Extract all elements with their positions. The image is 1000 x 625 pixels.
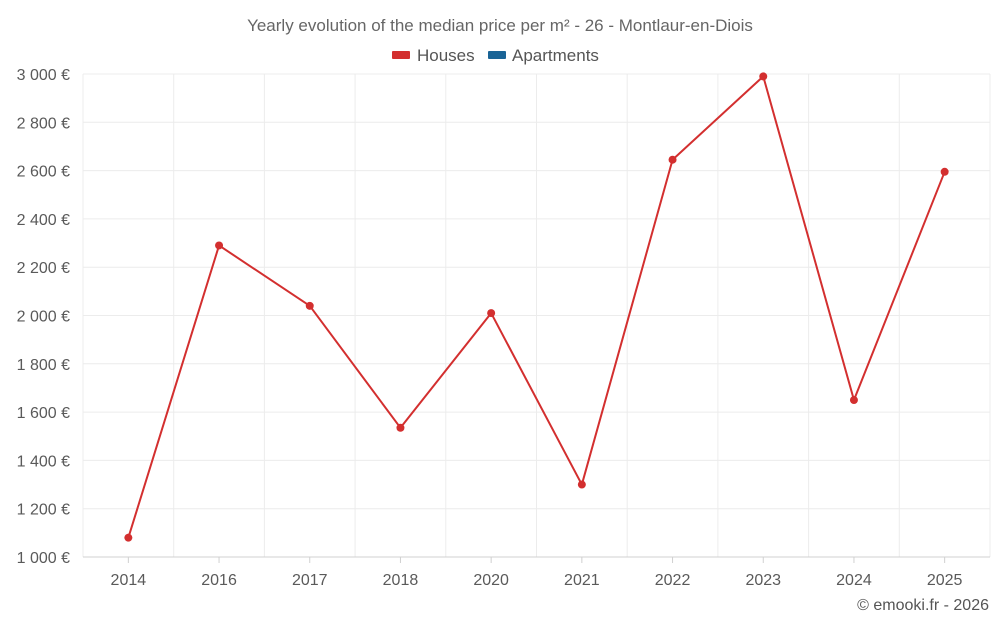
x-tick-label: 2022 [655, 572, 691, 589]
legend-swatch-houses[interactable] [392, 51, 410, 59]
data-point[interactable] [577, 480, 586, 489]
y-tick-label: 1 400 € [17, 453, 70, 470]
legend-label-apartments[interactable]: Apartments [512, 46, 599, 65]
data-point[interactable] [759, 72, 768, 81]
data-point[interactable] [305, 301, 314, 310]
series-layer [124, 72, 949, 542]
y-tick-label: 1 600 € [17, 405, 70, 422]
legend: Houses Apartments [392, 46, 599, 65]
x-tick-label: 2025 [927, 572, 963, 589]
y-tick-label: 1 800 € [17, 357, 70, 374]
data-point[interactable] [396, 423, 405, 432]
y-tick-label: 1 200 € [17, 502, 70, 519]
y-axis: 1 000 € 1 200 € 1 400 € 1 600 € 1 800 € 2 000… [17, 67, 70, 567]
data-point[interactable] [940, 167, 949, 176]
legend-swatch-apartments[interactable] [488, 51, 506, 59]
y-tick-label: 2 800 € [17, 115, 70, 132]
x-axis: 2014 2016 2017 2018 2020 2021 2022 2023 2024 2025 [83, 556, 990, 589]
y-tick-label: 2 200 € [17, 260, 70, 277]
data-point[interactable] [487, 309, 496, 318]
y-tick-label: 3 000 € [17, 67, 70, 84]
x-tick-label: 2016 [201, 572, 237, 589]
credit-text: © emooki.fr - 2026 [857, 597, 989, 614]
x-tick-label: 2024 [836, 572, 872, 589]
x-tick-label: 2023 [745, 572, 781, 589]
legend-label-houses[interactable]: Houses [417, 46, 475, 65]
x-tick-label: 2014 [111, 572, 147, 589]
series-line [127, 75, 946, 538]
y-tick-label: 2 400 € [17, 212, 70, 229]
y-tick-label: 1 000 € [17, 550, 70, 567]
x-tick-label: 2017 [292, 572, 328, 589]
y-tick-label: 2 600 € [17, 164, 70, 181]
x-tick-label: 2020 [473, 572, 509, 589]
data-point[interactable] [668, 155, 677, 164]
x-tick-label: 2021 [564, 572, 600, 589]
grid [82, 73, 991, 558]
data-point[interactable] [124, 533, 133, 542]
data-point[interactable] [849, 396, 858, 405]
data-point[interactable] [215, 241, 224, 250]
x-tick-label: 2018 [383, 572, 419, 589]
chart-title: Yearly evolution of the median price per… [247, 16, 753, 35]
y-tick-label: 2 000 € [17, 309, 70, 326]
